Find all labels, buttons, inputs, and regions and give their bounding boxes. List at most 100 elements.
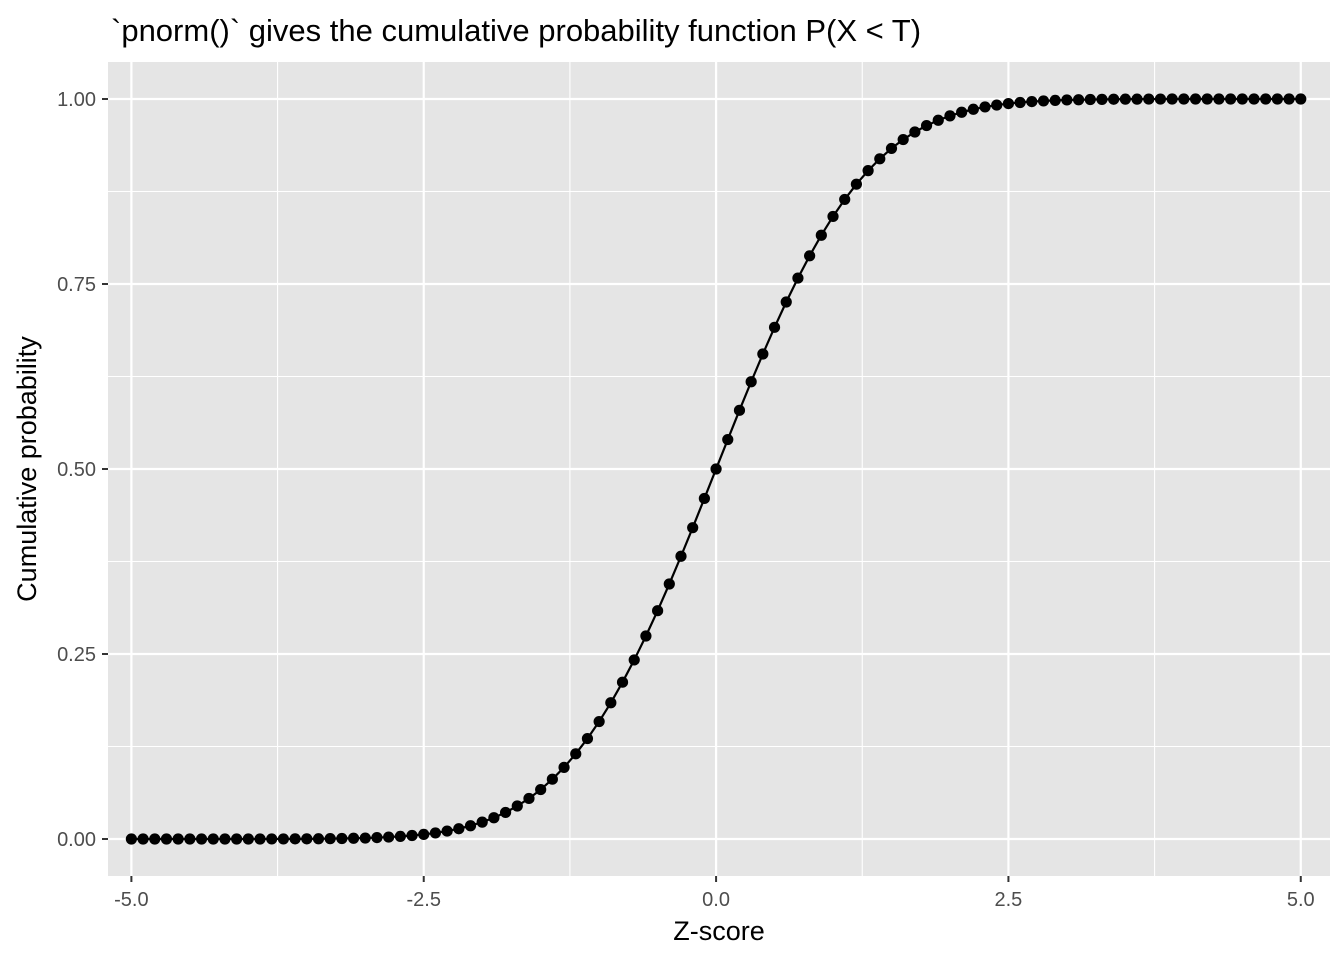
data-point bbox=[932, 114, 944, 126]
data-point bbox=[172, 833, 184, 845]
data-point bbox=[897, 133, 909, 146]
data-point bbox=[1096, 93, 1108, 105]
data-point bbox=[663, 578, 675, 590]
data-point bbox=[1225, 93, 1237, 105]
data-point bbox=[464, 820, 477, 832]
data-point bbox=[499, 806, 512, 819]
data-point bbox=[488, 812, 500, 824]
data-point bbox=[675, 550, 687, 562]
data-point bbox=[1189, 93, 1202, 105]
x-tick-label: -5.0 bbox=[114, 889, 148, 911]
data-point bbox=[1283, 93, 1295, 105]
data-point bbox=[850, 178, 863, 190]
data-point bbox=[640, 630, 652, 642]
y-tick-label: 1.00 bbox=[57, 89, 96, 111]
y-axis-title: Cumulative probability bbox=[12, 336, 42, 602]
data-point bbox=[792, 272, 804, 284]
data-point bbox=[1049, 94, 1061, 107]
data-point bbox=[535, 783, 547, 796]
x-tick-label: 2.5 bbox=[995, 889, 1023, 911]
data-point bbox=[219, 833, 231, 845]
data-point bbox=[780, 296, 792, 308]
data-point bbox=[1131, 93, 1143, 105]
data-point bbox=[254, 833, 266, 845]
data-point bbox=[441, 825, 453, 837]
data-point bbox=[546, 773, 558, 785]
data-point bbox=[301, 833, 313, 845]
data-point bbox=[757, 348, 769, 360]
data-point bbox=[605, 697, 617, 709]
data-point bbox=[956, 106, 968, 118]
data-point bbox=[815, 229, 827, 241]
data-point bbox=[1178, 93, 1190, 105]
data-point bbox=[745, 376, 757, 388]
data-point bbox=[1108, 93, 1120, 105]
data-point bbox=[698, 492, 710, 505]
data-point bbox=[885, 142, 898, 155]
data-point bbox=[359, 832, 371, 844]
data-point bbox=[1061, 94, 1073, 106]
x-tick-label: -2.5 bbox=[406, 889, 440, 911]
data-point bbox=[1014, 96, 1026, 109]
data-point bbox=[137, 833, 149, 845]
data-point bbox=[125, 833, 137, 845]
data-point bbox=[581, 732, 594, 745]
data-point bbox=[277, 833, 290, 845]
y-tick-label: 0.00 bbox=[57, 829, 96, 851]
data-point bbox=[768, 321, 781, 333]
data-point bbox=[944, 110, 956, 122]
data-point bbox=[1213, 93, 1225, 105]
data-point bbox=[266, 833, 278, 845]
data-point bbox=[687, 522, 699, 534]
y-axis: 0.00 0.25 0.50 0.75 1.00 bbox=[57, 89, 108, 851]
data-point bbox=[418, 828, 430, 841]
data-point bbox=[371, 831, 383, 844]
data-point bbox=[1026, 95, 1038, 108]
y-tick-label: 0.50 bbox=[57, 459, 96, 481]
data-point bbox=[1037, 95, 1050, 107]
data-point bbox=[242, 833, 254, 845]
x-axis-title: Z-score bbox=[673, 916, 765, 946]
data-point bbox=[1271, 93, 1283, 105]
data-point bbox=[1166, 93, 1178, 105]
data-point bbox=[207, 833, 219, 845]
data-point bbox=[1154, 93, 1167, 105]
data-point bbox=[312, 833, 325, 845]
data-point bbox=[593, 715, 605, 728]
data-point bbox=[804, 250, 816, 262]
data-point bbox=[195, 833, 208, 845]
data-point bbox=[733, 404, 746, 416]
data-point bbox=[967, 103, 979, 115]
data-point bbox=[511, 800, 523, 812]
data-point bbox=[839, 193, 851, 206]
data-point bbox=[628, 654, 640, 666]
data-point bbox=[476, 816, 488, 828]
data-point bbox=[429, 827, 442, 839]
data-point bbox=[1143, 93, 1155, 105]
x-axis: -5.0 -2.5 0.0 2.5 5.0 bbox=[114, 876, 1315, 911]
series-layer bbox=[125, 93, 1307, 845]
data-point bbox=[336, 832, 348, 845]
data-point bbox=[231, 833, 243, 845]
data-point bbox=[1072, 94, 1085, 106]
data-point bbox=[523, 792, 535, 805]
data-point bbox=[347, 832, 360, 844]
x-tick-label: 0.0 bbox=[702, 889, 730, 911]
data-point bbox=[710, 463, 722, 475]
data-point bbox=[979, 101, 991, 113]
data-point bbox=[383, 831, 395, 843]
data-point bbox=[1002, 97, 1015, 110]
data-point bbox=[406, 829, 418, 842]
data-point bbox=[1084, 93, 1096, 106]
data-point bbox=[1236, 93, 1248, 105]
data-point bbox=[149, 833, 161, 845]
data-point bbox=[453, 823, 465, 835]
y-tick-label: 0.75 bbox=[57, 274, 96, 296]
data-point bbox=[920, 119, 933, 132]
x-tick-label: 5.0 bbox=[1287, 889, 1315, 911]
data-point bbox=[991, 99, 1003, 111]
data-point bbox=[1201, 93, 1213, 105]
data-point bbox=[616, 676, 629, 688]
data-point bbox=[862, 165, 874, 177]
